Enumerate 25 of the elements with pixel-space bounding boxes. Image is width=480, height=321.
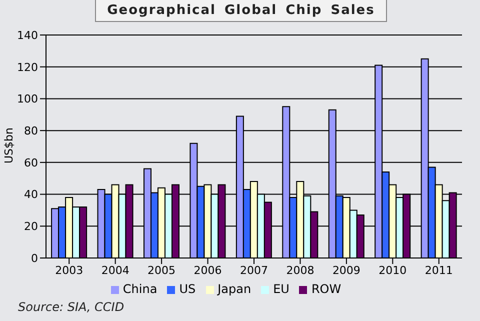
y-tick-label: 0 (31, 252, 38, 265)
y-axis-title: US$bn (2, 127, 16, 163)
x-tick-label: 2009 (332, 264, 360, 277)
x-tick-label: 2010 (378, 264, 407, 277)
x-tick-label: 2006 (194, 264, 222, 277)
x-tick-label: 2005 (148, 264, 176, 277)
y-tick-label: 100 (17, 92, 38, 106)
chart-title: Geographical Global Chip Sales (95, 0, 387, 22)
x-tick-label: 2004 (101, 264, 130, 277)
source-note: Source: SIA, CCID (18, 300, 124, 314)
x-tick-label: 2011 (424, 264, 453, 277)
y-tick-label: 40 (24, 188, 38, 202)
legend-label: US (179, 282, 196, 296)
legend-label: Japan (218, 282, 252, 296)
legend-label: China (122, 282, 158, 296)
y-tick-label: 20 (24, 220, 38, 234)
y-tick-label: 140 (17, 28, 38, 42)
y-tick-label: 80 (24, 124, 38, 138)
x-tick-label: 2003 (55, 264, 84, 277)
legend-label: EU (273, 282, 290, 296)
y-tick-label: 60 (24, 156, 38, 170)
legend-label: ROW (311, 282, 342, 296)
x-tick-label: 2007 (240, 264, 268, 277)
y-tick-label: 120 (17, 60, 38, 74)
x-tick-label: 2008 (286, 264, 314, 277)
